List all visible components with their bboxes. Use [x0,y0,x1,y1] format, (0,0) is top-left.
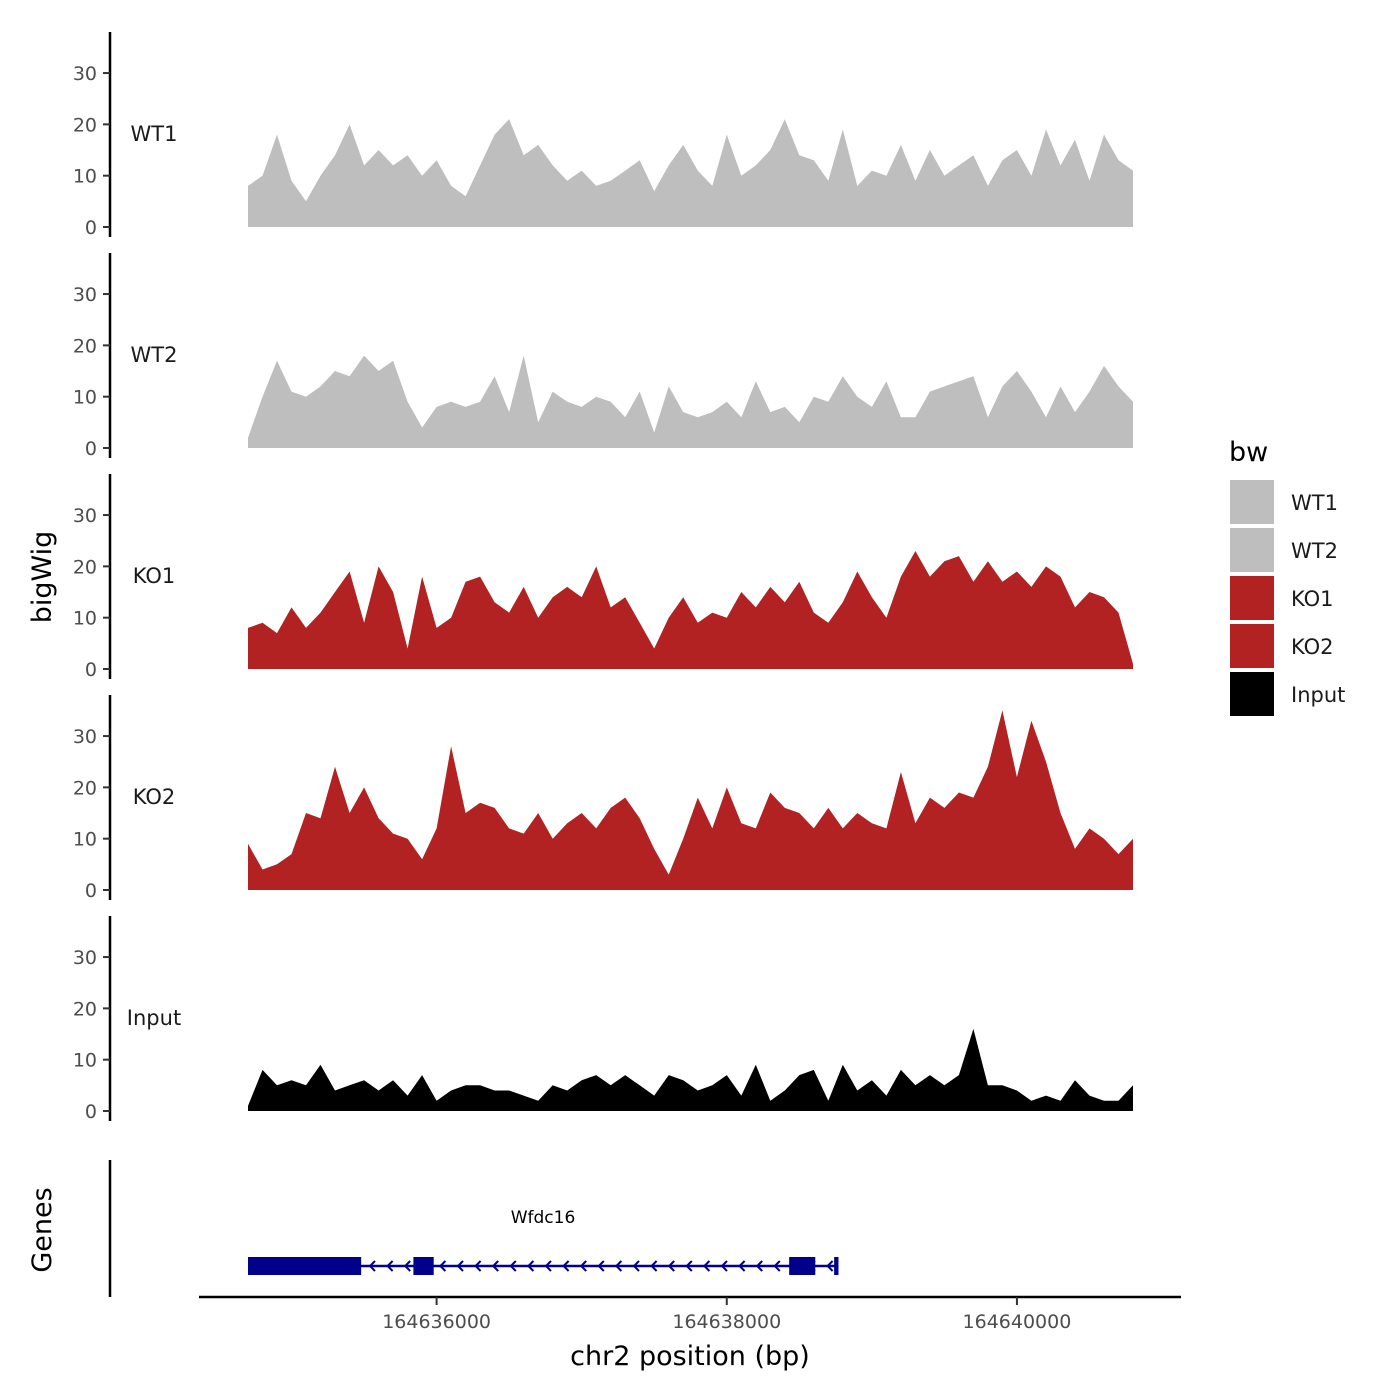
strand-arrow-icon [509,1260,517,1272]
gene-exon [789,1257,816,1275]
track-label: KO2 [133,785,176,809]
strand-arrow-icon [438,1260,447,1272]
strand-arrow-icon [773,1260,781,1272]
strand-arrow-icon [456,1260,464,1272]
strand-arrow-icon [403,1260,411,1272]
legend-label: WT2 [1291,539,1338,563]
y-tick-label: 10 [73,608,97,630]
signal-area [248,1028,1133,1111]
y-tick-label: 30 [73,947,97,969]
y-tick-label: 30 [73,505,97,527]
strand-arrow-icon [720,1260,728,1272]
strand-arrow-icon [386,1260,394,1272]
legend-swatch [1230,480,1274,524]
legend-swatch [1230,624,1274,668]
legend-label: Input [1291,683,1345,707]
strand-arrow-icon [738,1260,746,1272]
signal-area [248,551,1133,669]
signal-area [248,710,1133,890]
track-ko2: 0 10 20 30 KO2 [73,695,1133,902]
track-wt1: 0 10 20 30 WT1 [73,32,1133,239]
strand-arrow-icon [526,1260,535,1272]
y-axis-title: bigWig [27,531,58,624]
y-tick-label: 0 [85,1101,97,1123]
legend-title: bw [1229,437,1268,468]
strand-arrow-icon [474,1260,482,1272]
track-label: KO1 [133,564,176,588]
legend-label: KO2 [1291,635,1334,659]
strand-arrow-icon [667,1260,675,1272]
track-ko1: 0 10 20 30 KO1 [73,474,1133,681]
y-tick-label: 0 [85,217,97,239]
y-tick-label: 10 [73,1050,97,1072]
strand-arrow-icon [650,1260,658,1272]
track-label: WT1 [131,122,178,146]
legend: bw WT1 WT2 KO1 KO2 Input [1229,437,1345,716]
legend-label: WT1 [1291,491,1338,515]
strand-arrow-icon [614,1260,623,1272]
track-label: Input [127,1006,181,1030]
gene-exon [834,1257,839,1275]
y-tick-label: 20 [73,998,97,1020]
gene-panel: Wfdc16 [108,1160,839,1297]
track-wt2: 0 10 20 30 WT2 [73,253,1133,460]
x-tick-label: 164640000 [963,1311,1072,1333]
strand-arrow-icon [826,1260,834,1272]
gene-exon [248,1257,362,1275]
gene-exon [413,1257,434,1275]
y-tick-label: 20 [73,335,97,357]
y-tick-label: 30 [73,63,97,85]
genes-axis-title: Genes [27,1187,58,1272]
legend-label: KO1 [1291,587,1334,611]
x-tick-label: 164636000 [382,1311,491,1333]
strand-arrow-icon [632,1260,640,1272]
y-tick-label: 30 [73,726,97,748]
strand-arrow-icon [755,1260,763,1272]
x-tick-label: 164638000 [672,1311,781,1333]
y-tick-label: 20 [73,556,97,578]
signal-tracks: 0 10 20 30 WT1 0 10 20 30 WT2 0 10 20 30 KO1 0 10 20 30 KO2… [73,32,1133,1123]
x-axis: 164636000 164638000 164640000 [199,1295,1181,1333]
strand-arrow-icon [562,1260,570,1272]
y-tick-label: 0 [85,659,97,681]
y-tick-label: 30 [73,284,97,306]
gene-name-label: Wfdc16 [511,1208,576,1228]
strand-arrow-icon [491,1260,499,1272]
y-tick-label: 10 [73,387,97,409]
signal-area [248,355,1133,448]
y-tick-label: 0 [85,880,97,902]
y-tick-label: 10 [73,829,97,851]
y-tick-label: 20 [73,114,97,136]
track-input: 0 10 20 30 Input [73,916,1133,1123]
strand-arrow-icon [579,1260,587,1272]
strand-arrow-icon [702,1260,711,1272]
strand-arrow-icon [368,1260,376,1272]
strand-arrow-icon [685,1260,693,1272]
y-tick-label: 10 [73,166,97,188]
signal-area [248,119,1133,227]
legend-swatch [1230,672,1274,716]
y-tick-label: 0 [85,438,97,460]
x-axis-title: chr2 position (bp) [570,1341,810,1372]
strand-arrow-icon [597,1260,605,1272]
legend-swatch [1230,576,1274,620]
y-tick-label: 20 [73,777,97,799]
track-label: WT2 [131,343,178,367]
strand-arrow-icon [544,1260,552,1272]
legend-swatch [1230,528,1274,572]
